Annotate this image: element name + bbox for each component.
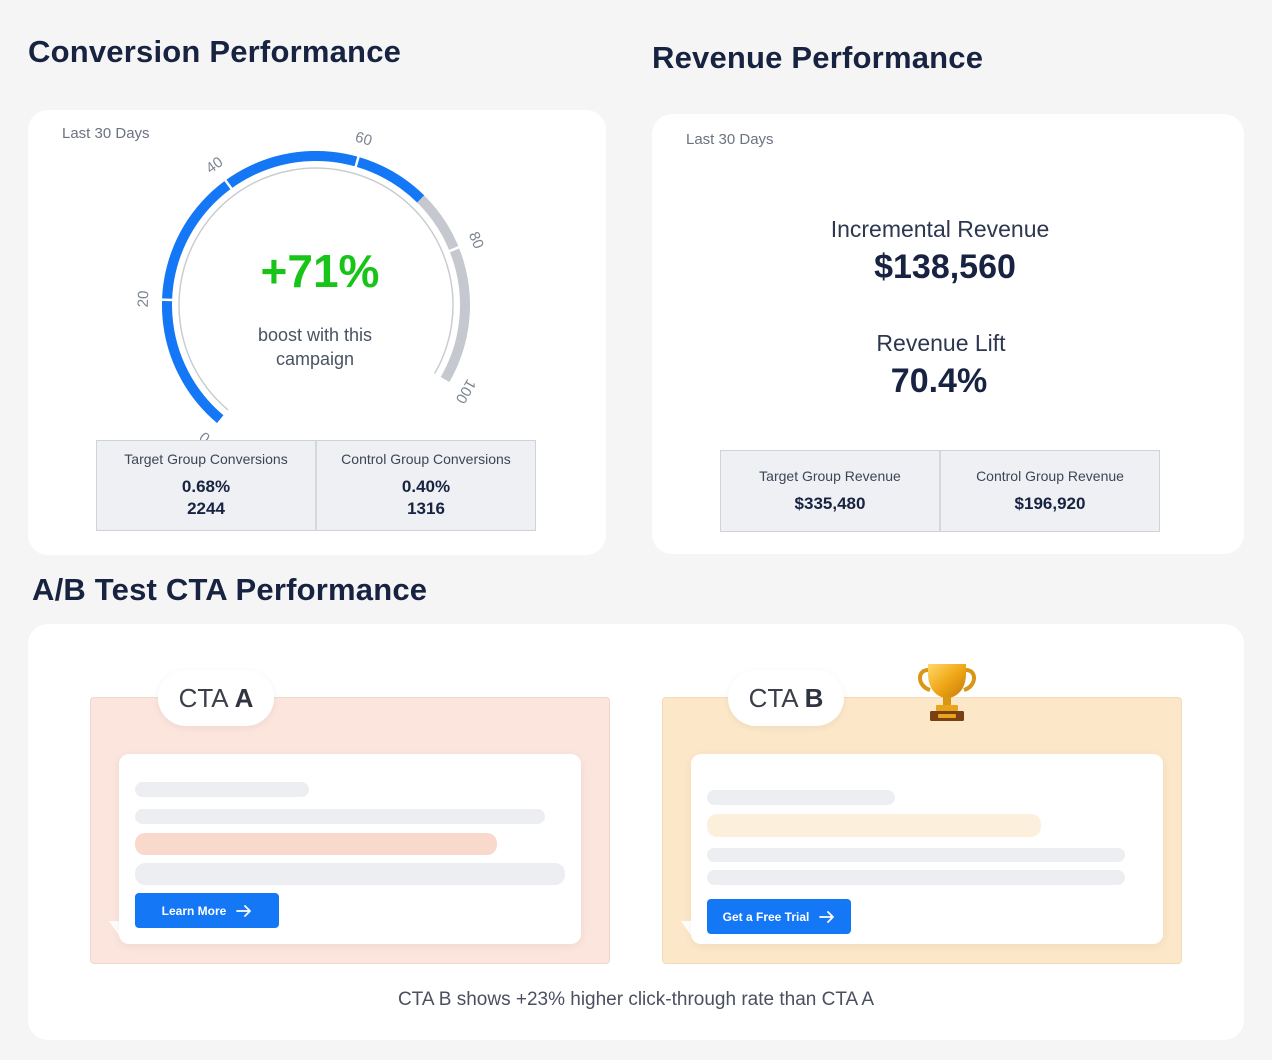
cta-b-placeholder-line (707, 870, 1125, 885)
cta-a-placeholder-line (135, 782, 309, 797)
arrow-right-icon (819, 910, 835, 923)
revenue-lift-label: Revenue Lift (876, 330, 1006, 356)
arrow-right-icon (236, 904, 252, 917)
cta-b-badge-letter: B (804, 682, 824, 713)
gauge-tick-mark (354, 155, 360, 168)
control-conversions-count: 1316 (407, 499, 445, 518)
gauge-tick-label: 100 (452, 376, 479, 406)
target-conversions: Target Group Conversions 0.68% 2244 (97, 441, 315, 530)
target-revenue-label: Target Group Revenue (759, 467, 901, 484)
target-conversions-rate: 0.68% (181, 477, 231, 496)
boost-label: boost with this campaign (257, 325, 373, 369)
gauge-inner-ring (178, 167, 454, 411)
cta-a-placeholder-line (135, 809, 545, 824)
get-free-trial-label: Get a Free Trial (722, 909, 810, 924)
ab-test-summary: CTA B shows +23% higher click-through ra… (397, 989, 875, 1010)
conversion-gauge: 0 20 40 60 80 100 (135, 129, 487, 440)
target-conversions-count: 2244 (187, 499, 225, 518)
get-free-trial-button[interactable]: Get a Free Trial (707, 899, 851, 934)
cta-b-panel: Get a Free Trial (662, 697, 1182, 964)
cta-a-highlight-line (135, 833, 497, 855)
revenue-lift-value: 70.4% (890, 362, 988, 400)
gauge-tick-label: 40 (203, 154, 226, 178)
cta-b-badge-prefix: CTA (748, 682, 799, 713)
control-revenue-label: Control Group Revenue (976, 467, 1124, 484)
gauge-tick-label: 0 (196, 428, 213, 440)
gauge-tick-label: 60 (353, 129, 374, 150)
cta-a-mock-card: Learn More (119, 754, 581, 944)
boost-value: +71% (260, 245, 380, 297)
cta-b-mock-card: Get a Free Trial (691, 754, 1163, 944)
target-revenue-value: $335,480 (794, 493, 866, 513)
incremental-revenue-label: Incremental Revenue (830, 216, 1050, 242)
control-revenue: Control Group Revenue $196,920 (939, 451, 1159, 531)
ab-test-card: Learn More CTA A Get a Free Trial CTA B (28, 624, 1244, 1040)
gauge-tick-mark (223, 178, 233, 191)
learn-more-button[interactable]: Learn More (135, 893, 279, 928)
control-conversions: Control Group Conversions 0.40% 1316 (315, 441, 535, 530)
gauge-tick-label: 80 (465, 229, 487, 251)
cta-a-panel: Learn More (90, 697, 610, 964)
cta-a-badge-prefix: CTA (178, 682, 229, 713)
cta-b-placeholder-line (707, 848, 1125, 862)
conversion-stats: Target Group Conversions 0.68% 2244 Cont… (96, 440, 536, 531)
control-revenue-value: $196,920 (1014, 493, 1086, 513)
cta-b-highlight-line (707, 814, 1041, 837)
conversion-period: Last 30 Days (62, 125, 150, 142)
control-conversions-rate: 0.40% (401, 477, 451, 496)
learn-more-label: Learn More (161, 903, 227, 918)
control-conversions-label: Control Group Conversions (341, 451, 511, 467)
conversion-title: Conversion Performance (28, 34, 402, 69)
cta-a-badge-letter: A (234, 682, 254, 713)
target-revenue: Target Group Revenue $335,480 (721, 451, 939, 531)
revenue-card: Last 30 Days Incremental Revenue $138,56… (652, 114, 1244, 554)
gauge-tick-mark (448, 245, 461, 253)
revenue-stats: Target Group Revenue $335,480 Control Gr… (720, 450, 1160, 532)
trophy-icon (918, 664, 976, 721)
cta-a-badge: CTA A (158, 670, 274, 726)
revenue-period: Last 30 Days (686, 131, 774, 148)
revenue-title: Revenue Performance (652, 40, 984, 75)
conversion-card: Last 30 Days 0 20 40 60 80 100 +71% boost wit… (28, 110, 606, 555)
cta-b-badge: CTA B (728, 670, 844, 726)
cta-a-placeholder-line (135, 863, 565, 885)
ab-test-title: A/B Test CTA Performance (32, 572, 428, 607)
incremental-revenue-value: $138,560 (874, 248, 1016, 286)
cta-b-placeholder-line (707, 790, 895, 805)
gauge-tick-label: 20 (135, 290, 153, 307)
target-conversions-label: Target Group Conversions (124, 451, 288, 467)
